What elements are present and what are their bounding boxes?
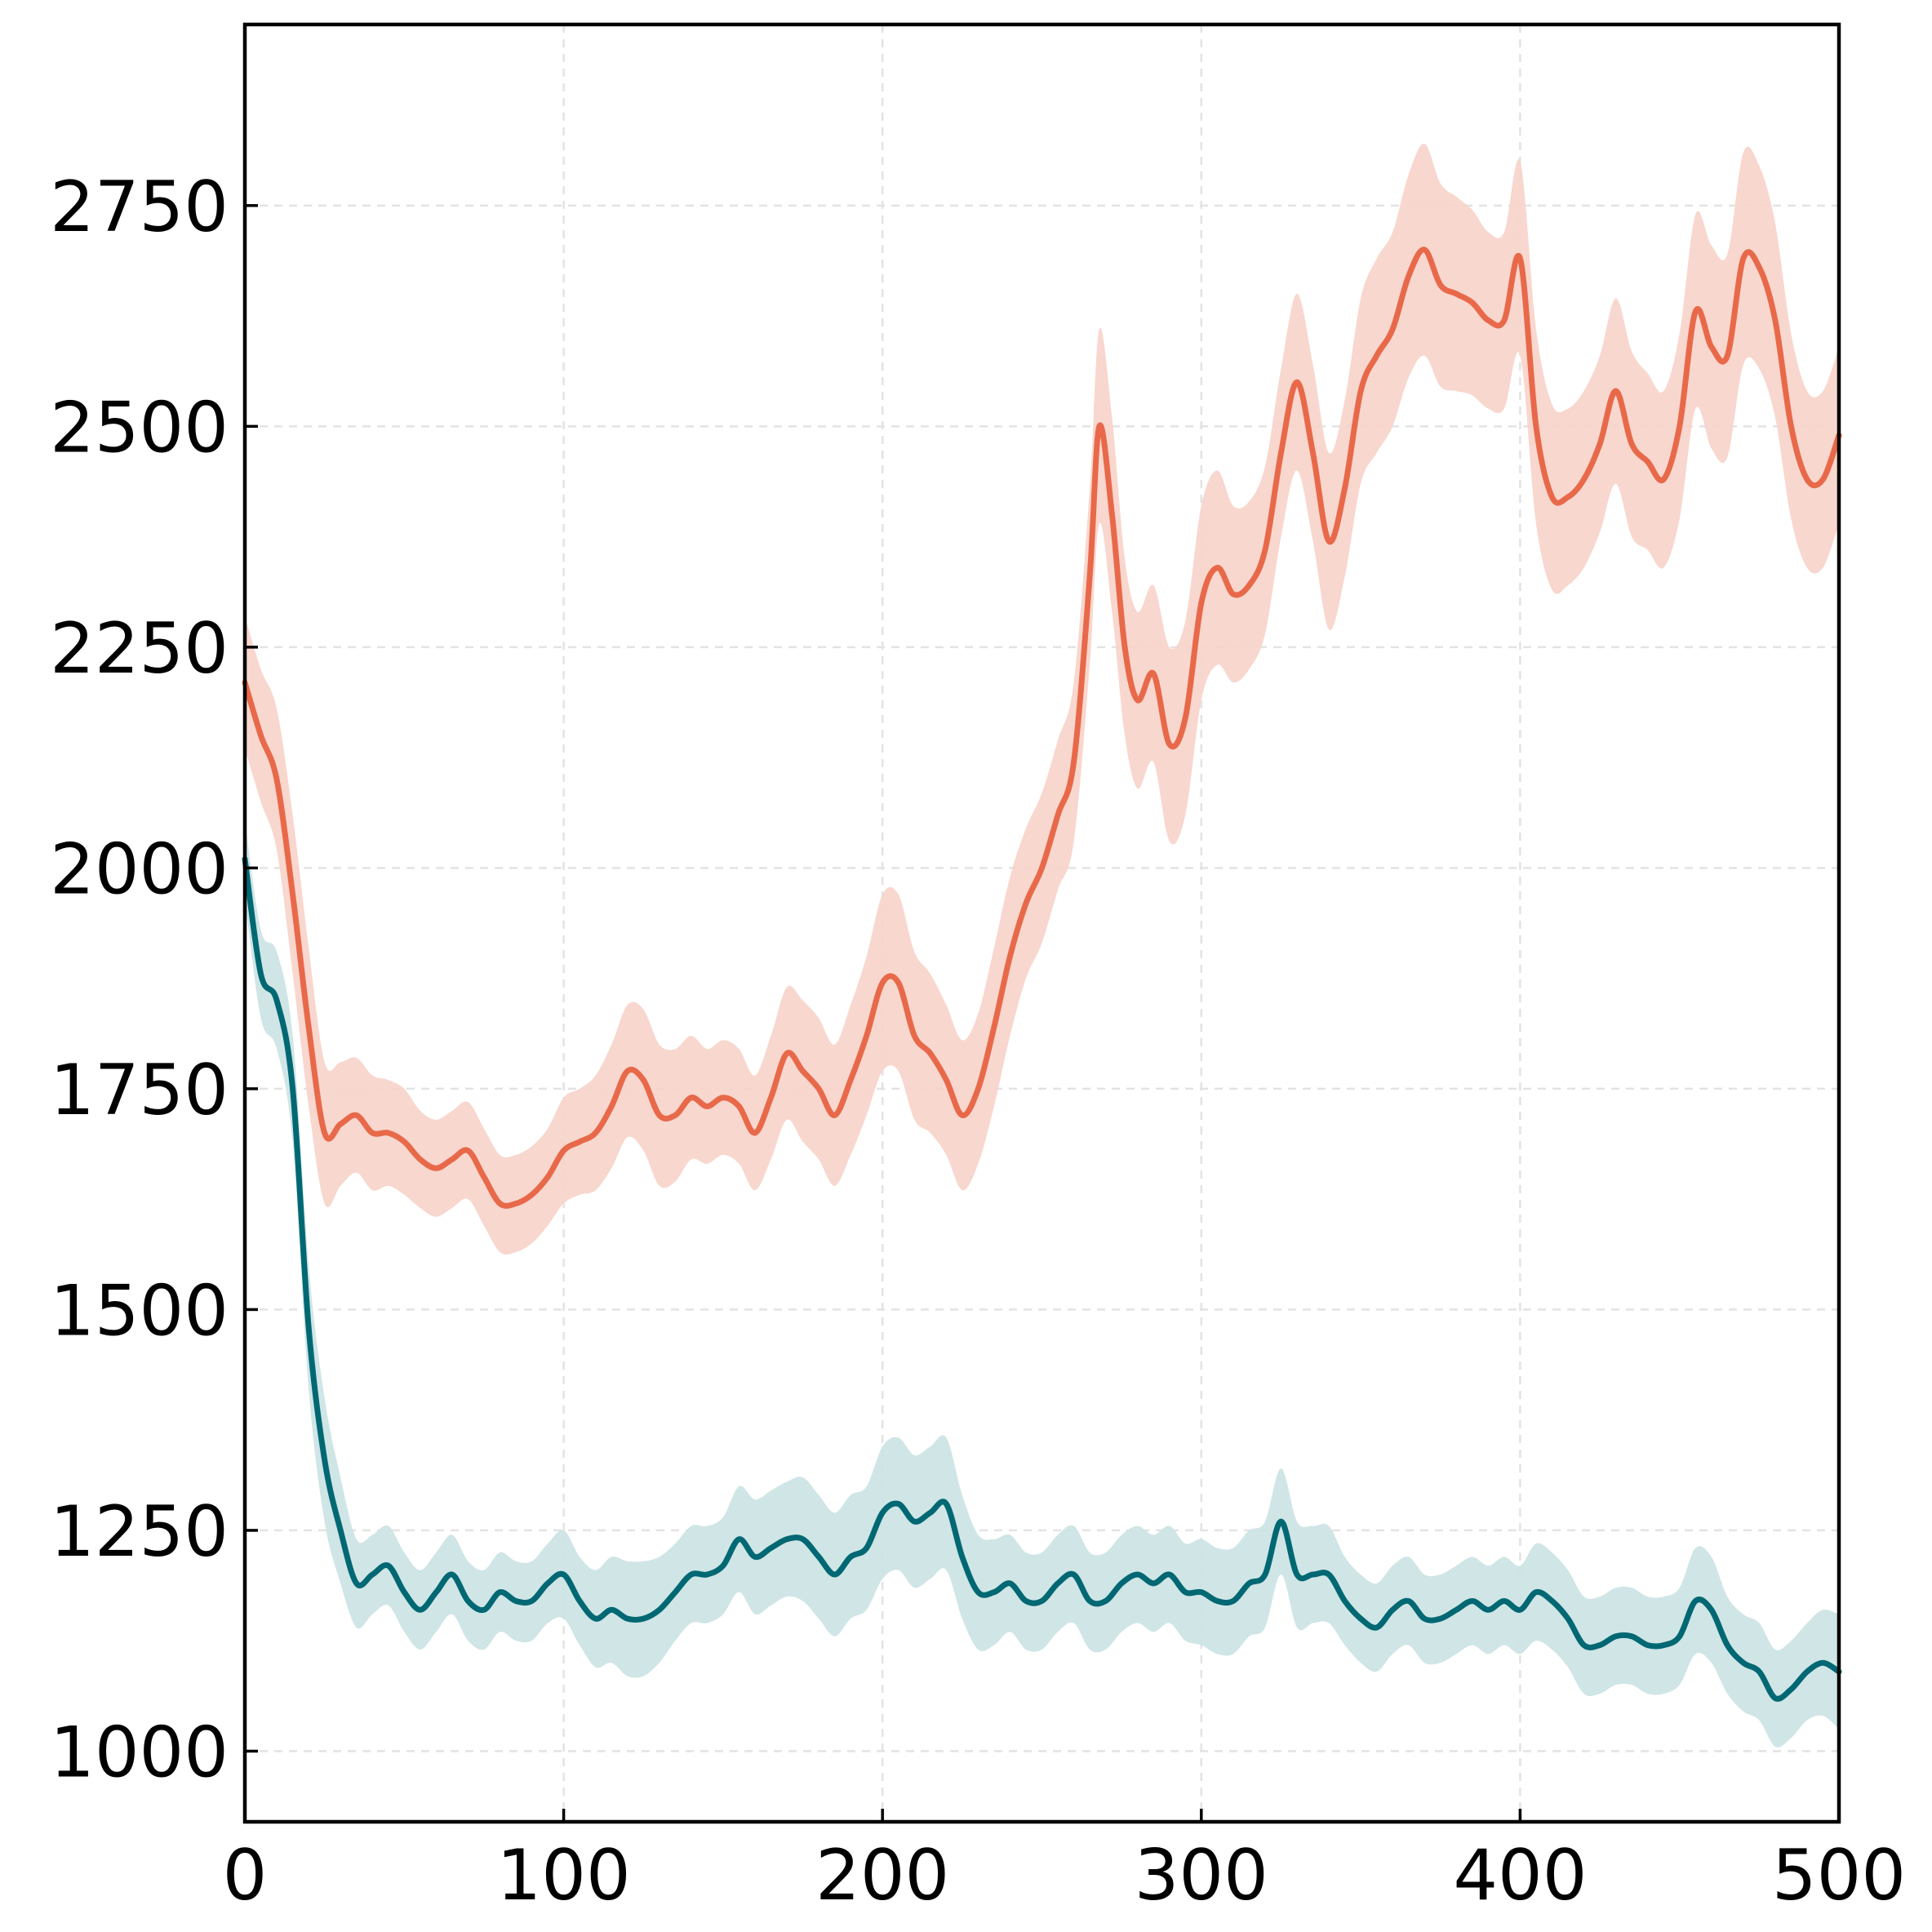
series-2-band — [245, 819, 1839, 1748]
x-tick-label: 300 — [1135, 1835, 1268, 1916]
x-tick-label: 500 — [1772, 1835, 1906, 1916]
series-2-line — [242, 856, 1842, 1702]
x-tick-labels: 0 100 200 300 400 500 — [223, 1835, 1906, 1916]
y-tick-labels: 1000 1250 1500 1750 2000 2250 2500 2750 — [50, 167, 229, 1794]
plot-frame — [242, 22, 1841, 1824]
axis-ticks — [243, 204, 1841, 1822]
series-1-line — [242, 246, 1842, 1209]
x-tick-label: 0 — [223, 1835, 268, 1916]
x-tick-label: 200 — [815, 1835, 949, 1916]
confidence-bands — [245, 143, 1839, 1748]
x-tick-label: 100 — [497, 1835, 631, 1916]
y-tick-label: 2750 — [50, 167, 229, 248]
y-tick-label: 2250 — [50, 608, 229, 690]
y-tick-label: 1750 — [50, 1050, 229, 1131]
y-tick-label: 1000 — [50, 1712, 229, 1793]
x-tick-label: 400 — [1453, 1835, 1587, 1916]
y-tick-label: 2500 — [50, 387, 229, 469]
series-lines — [242, 246, 1842, 1702]
y-tick-label: 1500 — [50, 1270, 229, 1352]
y-tick-label: 2000 — [50, 828, 229, 910]
y-tick-label: 1250 — [50, 1491, 229, 1573]
